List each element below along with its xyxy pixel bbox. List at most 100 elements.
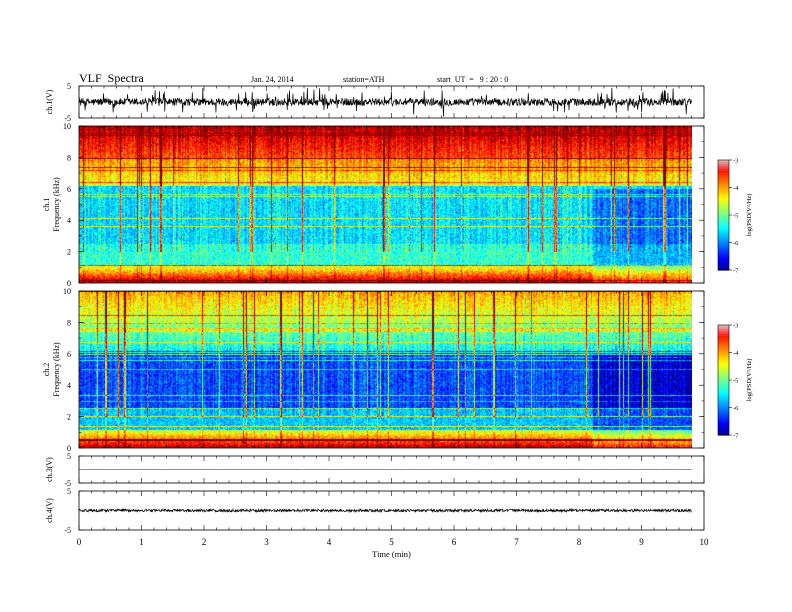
colorbar-segment [718, 380, 729, 383]
y-tick-label: 0 [67, 279, 71, 288]
colorbar-segment [718, 402, 729, 405]
colorbar-segment [718, 211, 729, 214]
colorbar-segment [718, 251, 729, 255]
y-tick-label: 6 [67, 350, 71, 359]
colorbar-segment [718, 405, 729, 409]
colorbar-segment [718, 427, 729, 431]
colorbar-segment [718, 369, 729, 372]
waveform-ylabel-4: ch.3(V) [45, 457, 54, 482]
x-tick-label: 4 [327, 537, 332, 547]
colorbar-segment [718, 328, 729, 332]
x-tick-label: 2 [202, 537, 207, 547]
colorbar-segment [718, 249, 729, 253]
colorbar-segment [718, 161, 729, 165]
colorbar-segment [718, 424, 729, 427]
colorbar-segment [718, 215, 729, 218]
colorbar-segment [718, 171, 729, 174]
colorbar-segment [718, 356, 729, 359]
colorbar-segment [718, 325, 729, 328]
colorbar-segment [718, 204, 729, 207]
colorbar-segment [718, 216, 729, 220]
colorbar-segment [718, 330, 729, 333]
colorbar-segment [718, 383, 729, 387]
colorbar-segment [718, 363, 729, 366]
colorbar-segment [718, 220, 729, 223]
colorbar-segment [718, 420, 729, 423]
colorbar-segment [718, 381, 729, 385]
y-tick-label: -5 [64, 479, 71, 488]
colorbar-segment [718, 400, 729, 403]
colorbar-segment [718, 174, 729, 178]
colorbar-label-2: log(PSD(V²/Hz) [746, 194, 753, 237]
y-tick-label: 6 [67, 185, 71, 194]
colorbar-segment [718, 361, 729, 365]
colorbar-tick-label: -6 [733, 240, 739, 247]
colorbar-segment [718, 413, 729, 416]
colorbar-segment [718, 387, 729, 390]
colorbar-segment [718, 378, 729, 381]
colorbar-segment [718, 339, 729, 343]
y-tick-label: 0 [67, 444, 71, 453]
colorbar-segment [718, 347, 729, 350]
colorbar-segment [718, 414, 729, 418]
colorbar-segment [718, 169, 729, 172]
y-tick-label: 5 [67, 82, 71, 91]
colorbar-segment [718, 180, 729, 183]
colorbar-segment [718, 374, 729, 377]
colorbar-segment [718, 268, 729, 271]
x-tick-label: 1 [139, 537, 144, 547]
channel-label-2: ch.1 [42, 198, 51, 212]
colorbar-segment [718, 365, 729, 368]
colorbar-segment [718, 389, 729, 392]
y-tick-label: -5 [64, 114, 71, 123]
channel-label-3: ch.2 [42, 363, 51, 377]
colorbar-segment [718, 178, 729, 181]
colorbar-segment [718, 193, 729, 196]
y-tick-label: 2 [67, 248, 71, 257]
waveform-trace-5 [78, 507, 692, 514]
waveform-trace-4 [78, 468, 692, 471]
y-tick-label: 8 [67, 153, 71, 162]
colorbar-segment [718, 227, 729, 231]
y-tick-label: -5 [64, 526, 71, 535]
colorbar-segment [718, 165, 729, 168]
date-label: Jan. 24, 2014 [251, 75, 294, 84]
colorbar-segment [718, 229, 729, 233]
waveform-trace-1 [78, 87, 692, 117]
colorbar-segment [718, 218, 729, 222]
colorbar-segment [718, 253, 729, 256]
y-tick-label: 4 [67, 216, 71, 225]
waveform-ylabel-5: ch.4(V) [45, 498, 54, 523]
y-tick-label: 5 [67, 452, 71, 461]
colorbar-segment [718, 260, 729, 264]
y-tick-label: 4 [67, 381, 71, 390]
colorbar-tick-label: -7 [733, 433, 739, 440]
colorbar-segment [718, 429, 729, 432]
colorbar-segment [718, 235, 729, 238]
colorbar-segment [718, 409, 729, 412]
colorbar-tick-label: -5 [733, 213, 738, 220]
colorbar-segment [718, 191, 729, 194]
y-tick-label: 10 [63, 287, 71, 296]
y-tick-label: 10 [63, 122, 71, 131]
colorbar-segment [718, 172, 729, 176]
colorbar-segment [718, 391, 729, 394]
colorbar-segment [718, 433, 729, 436]
colorbar-segment [718, 240, 729, 244]
colorbar-tick-label: -3 [733, 323, 738, 330]
colorbar-segment [718, 337, 729, 341]
colorbar-segment [718, 352, 729, 355]
waveform-ylabel-1: ch.1(V) [45, 89, 54, 114]
colorbar-segment [718, 354, 729, 357]
colorbar-segment [718, 385, 729, 388]
y-tick-label: 2 [67, 413, 71, 422]
colorbar-segment [718, 163, 729, 167]
colorbar-segment [718, 257, 729, 260]
station-label: station=ATH [343, 75, 385, 84]
colorbar-segment [718, 176, 729, 179]
colorbar-segment [718, 255, 729, 258]
x-tick-label: 7 [514, 537, 519, 547]
colorbar-segment [718, 187, 729, 190]
colorbar-segment [718, 398, 729, 401]
colorbar-segment [718, 370, 729, 374]
